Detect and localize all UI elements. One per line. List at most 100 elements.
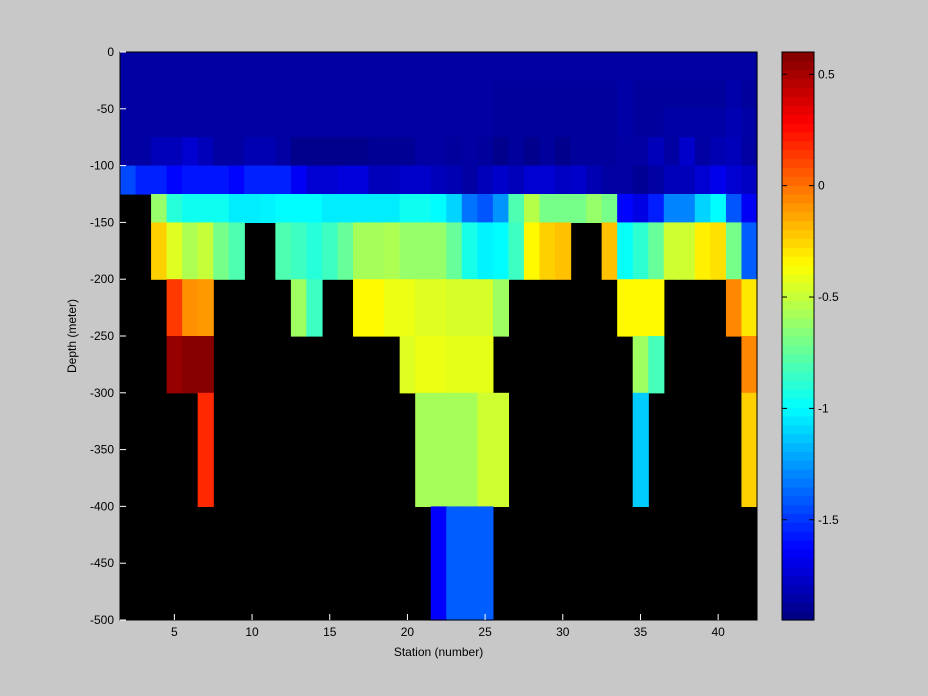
- heatmap-cell: [430, 165, 447, 195]
- heatmap-cell: [694, 80, 711, 110]
- colorbar-swatch: [782, 167, 814, 177]
- heatmap-cell: [725, 279, 743, 337]
- colorbar-ticks: 0.5 0 -0.5 -1 -1.5: [782, 67, 839, 527]
- heatmap-cell: [120, 52, 137, 81]
- heatmap-cell: [430, 279, 447, 337]
- heatmap-cell: [166, 222, 183, 280]
- colorbar-swatch: [782, 211, 814, 222]
- heatmap-cell: [539, 194, 556, 223]
- heatmap-cell: [555, 52, 572, 81]
- heatmap-cell: [694, 194, 711, 223]
- heatmap-cell: [430, 137, 447, 167]
- heatmap-cell: [679, 80, 696, 110]
- heatmap-cell: [648, 194, 665, 223]
- heatmap-cell: [461, 279, 478, 337]
- heatmap-cell: [213, 137, 230, 167]
- heatmap-cell: [477, 137, 494, 167]
- heatmap-cell: [259, 194, 276, 223]
- heatmap-cell: [648, 336, 665, 394]
- heatmap-cell: [275, 52, 292, 81]
- heatmap-cell: [648, 222, 665, 280]
- heatmap-cell: [710, 165, 727, 195]
- colorbar-swatch: [782, 513, 814, 523]
- heatmap-cell: [632, 279, 649, 337]
- heatmap-cell: [601, 165, 618, 195]
- heatmap-cell: [166, 137, 183, 167]
- colorbar-swatch: [782, 220, 814, 231]
- heatmap-cell: [648, 137, 665, 167]
- colorbar-swatch: [782, 504, 814, 515]
- heatmap-cell: [477, 52, 494, 81]
- colorbar-swatch: [782, 540, 814, 550]
- heatmap-cell: [182, 80, 199, 110]
- colorbar-swatch: [782, 469, 814, 479]
- heatmap-cell: [321, 80, 339, 110]
- heatmap-cell: [539, 80, 556, 110]
- colorbar-swatch: [782, 238, 814, 248]
- heatmap-cell: [290, 80, 308, 110]
- heatmap-cell: [492, 279, 510, 337]
- heatmap-cell: [213, 165, 230, 195]
- heatmap-cell: [415, 336, 432, 394]
- heatmap-cell: [617, 165, 634, 195]
- colorbar-swatch: [782, 575, 814, 586]
- colorbar-swatch: [782, 87, 814, 97]
- heatmap-cell: [523, 80, 541, 110]
- colorbar-tick-label: -0.5: [818, 290, 839, 304]
- y-tick-label: -150: [90, 215, 114, 229]
- heatmap-cells: [120, 52, 758, 621]
- heatmap-cell: [570, 52, 587, 81]
- heatmap-cell: [306, 52, 323, 81]
- heatmap-cell: [741, 194, 758, 223]
- heatmap-cell: [679, 165, 696, 195]
- heatmap-cell: [570, 108, 587, 138]
- heatmap-cell: [477, 108, 494, 138]
- heatmap-cell: [461, 137, 478, 167]
- heatmap-cell: [321, 108, 339, 138]
- heatmap-cell: [353, 80, 370, 110]
- colorbar-tick-label: 0.5: [818, 67, 835, 81]
- heatmap-cell: [166, 336, 183, 394]
- heatmap-cell: [570, 165, 587, 195]
- heatmap-cell: [353, 279, 370, 337]
- heatmap-cell: [166, 165, 183, 195]
- heatmap-cell: [586, 137, 603, 167]
- heatmap-cell: [617, 80, 634, 110]
- heatmap-cell: [601, 52, 618, 81]
- heatmap-cell: [151, 194, 168, 223]
- y-tick-label: -400: [90, 499, 114, 513]
- heatmap-cell: [632, 137, 649, 167]
- heatmap-cell: [446, 279, 463, 337]
- heatmap-cell: [321, 222, 339, 280]
- heatmap-cell: [492, 52, 510, 81]
- x-tick-label: 35: [634, 625, 648, 639]
- heatmap-cell: [430, 392, 447, 507]
- heatmap-cell: [663, 108, 680, 138]
- heatmap-cell: [477, 336, 494, 394]
- y-tick-label: -450: [90, 556, 114, 570]
- heatmap-cell: [120, 108, 137, 138]
- heatmap-cell: [461, 52, 478, 81]
- heatmap-cell: [213, 52, 230, 81]
- heatmap-cell: [166, 108, 183, 138]
- heatmap-cell: [430, 194, 447, 223]
- heatmap-cell: [290, 137, 308, 167]
- heatmap-cell: [555, 80, 572, 110]
- colorbar-swatch: [782, 549, 814, 559]
- heatmap-cell: [477, 80, 494, 110]
- heatmap-cell: [725, 108, 743, 138]
- heatmap-cell: [197, 194, 214, 223]
- heatmap-cell: [244, 194, 261, 223]
- y-tick-label: 0: [107, 45, 114, 59]
- heatmap-cell: [586, 52, 603, 81]
- x-tick-label: 25: [478, 625, 492, 639]
- heatmap-cell: [679, 222, 696, 280]
- heatmap-cell: [446, 222, 463, 280]
- heatmap-cell: [399, 336, 416, 394]
- heatmap-cell: [492, 392, 510, 507]
- heatmap-cell: [368, 194, 385, 223]
- heatmap-cell: [725, 222, 743, 280]
- heatmap-cell: [725, 165, 743, 195]
- y-tick-label: -300: [90, 386, 114, 400]
- heatmap-cell: [446, 392, 463, 507]
